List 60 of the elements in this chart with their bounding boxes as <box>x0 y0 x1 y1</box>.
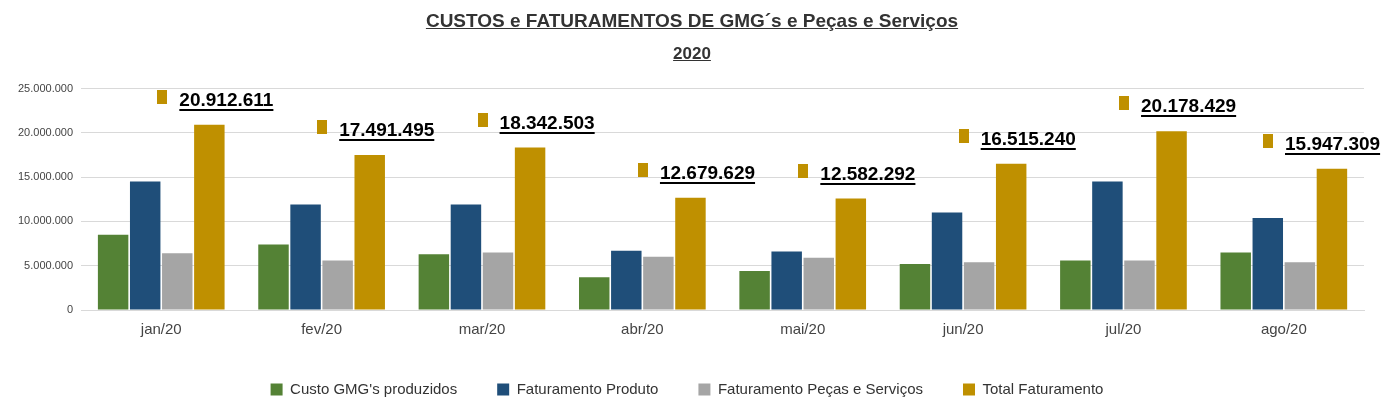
bar <box>1156 131 1187 310</box>
data-label: 12.582.292 <box>820 162 916 184</box>
bar <box>899 263 931 310</box>
data-label: 20.178.429 <box>1141 95 1237 117</box>
y-tick-label: 25.000.000 <box>17 81 74 94</box>
bar <box>194 124 225 310</box>
legend-label: Faturamento Produto <box>516 379 659 397</box>
x-tick-label: abr/20 <box>621 320 664 338</box>
chart-subtitle: 2020 <box>672 44 712 64</box>
x-tick-label: fev/20 <box>301 320 343 338</box>
y-tick-label: 10.000.000 <box>17 214 74 227</box>
data-label: 20.912.611 <box>179 88 274 110</box>
legend-label: Custo GMG's produzidos <box>290 379 458 397</box>
bar <box>1220 252 1251 310</box>
bar <box>995 163 1027 310</box>
bar <box>514 147 546 310</box>
data-label: 15.947.309 <box>1285 132 1381 154</box>
y-tick-label: 5.000.000 <box>24 258 74 271</box>
data-label: 12.679.629 <box>659 161 756 183</box>
bar <box>258 244 289 310</box>
x-tick-label: jun/20 <box>941 320 984 338</box>
bar <box>450 204 482 310</box>
bar <box>579 277 610 310</box>
bar <box>162 253 193 310</box>
bar <box>675 197 706 310</box>
bar <box>803 257 834 310</box>
bar <box>482 252 514 310</box>
bar <box>931 212 963 310</box>
x-tick-label: mai/20 <box>780 320 826 338</box>
bar <box>1316 168 1348 310</box>
bar <box>1252 217 1284 310</box>
x-tick-label: jul/20 <box>1104 320 1142 338</box>
y-tick-label: 20.000.000 <box>17 125 74 138</box>
bar <box>611 250 642 310</box>
bar <box>290 204 321 310</box>
legend-label: Faturamento Peças e Serviços <box>717 379 924 397</box>
bar <box>1060 260 1091 310</box>
bar <box>1284 262 1316 310</box>
bar <box>1092 181 1123 310</box>
bar <box>322 260 353 310</box>
bar <box>418 254 450 310</box>
data-label: 18.342.503 <box>499 111 595 133</box>
x-tick-label: ago/20 <box>1260 320 1307 338</box>
chart-title: CUSTOS e FATURAMENTOS DE GMG´s e Peças e Serviços <box>424 10 960 32</box>
y-tick-label: 0 <box>66 303 74 316</box>
legend-label: Total Faturamento <box>982 379 1104 397</box>
bar <box>835 198 867 310</box>
bar <box>643 256 674 310</box>
data-label: 16.515.240 <box>980 127 1076 149</box>
bar <box>354 155 385 310</box>
bar <box>1124 260 1155 310</box>
y-tick-label: 15.000.000 <box>17 170 74 183</box>
x-tick-label: jan/20 <box>139 320 182 338</box>
x-tick-label: mar/20 <box>458 320 506 338</box>
bar <box>97 234 129 310</box>
bar <box>739 271 770 310</box>
data-label: 17.491.495 <box>339 119 435 141</box>
bar <box>963 262 995 310</box>
bar <box>771 251 802 310</box>
bar <box>129 181 161 310</box>
